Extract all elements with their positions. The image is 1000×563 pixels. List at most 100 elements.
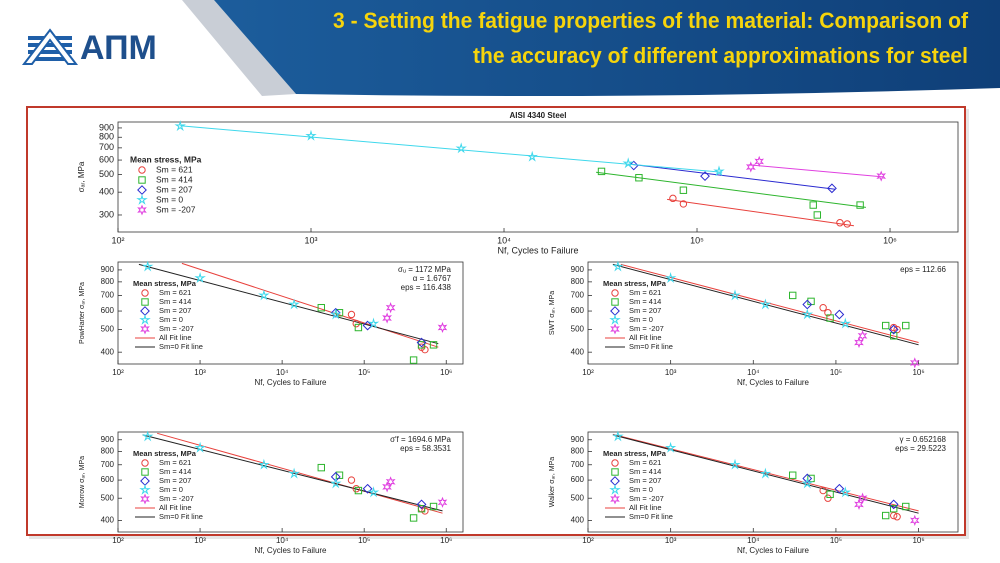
legend-title: Mean stress, MPa xyxy=(603,279,667,288)
y-tick-label: 400 xyxy=(99,187,114,197)
y-tick-label: 700 xyxy=(101,291,115,300)
data-point xyxy=(801,308,814,320)
x-tick-label: 10⁶ xyxy=(883,235,897,245)
data-point xyxy=(409,514,418,522)
data-point xyxy=(857,330,868,342)
data-point xyxy=(754,155,765,168)
data-point xyxy=(455,142,467,154)
data-point xyxy=(826,314,834,322)
legend-label: Sm = -207 xyxy=(156,204,196,214)
legend-label: Sm = 414 xyxy=(629,467,661,476)
data-point xyxy=(612,430,624,442)
data-point xyxy=(801,477,814,489)
data-point xyxy=(329,477,342,489)
plot-area xyxy=(117,431,464,533)
legend-label: All Fit line xyxy=(159,503,192,512)
data-point xyxy=(362,320,373,331)
series-fit-line xyxy=(596,171,866,208)
legend-label: Sm = 207 xyxy=(629,306,661,315)
legend-marker xyxy=(137,204,147,216)
data-point xyxy=(807,474,815,483)
y-tick-label: 600 xyxy=(99,154,114,164)
y-axis-label: Walker σₐᵣ, MPa xyxy=(549,457,556,507)
data-point xyxy=(839,317,852,329)
y-tick-label: 600 xyxy=(101,306,115,315)
x-tick-label: 10⁴ xyxy=(276,536,289,545)
y-tick-label: 500 xyxy=(571,325,585,334)
slide-title: the accuracy of different approximations… xyxy=(473,43,968,68)
data-point xyxy=(352,319,360,328)
data-point xyxy=(909,514,920,527)
charts: AISI 4340 Steel 10² 10³ 10⁴ 10⁵ 10⁶ 300 400 500 6… xyxy=(77,111,959,555)
legend-marker xyxy=(141,298,149,306)
legend-marker xyxy=(138,166,146,174)
legend-label: Sm = 414 xyxy=(159,467,191,476)
legend-marker xyxy=(140,323,150,335)
data-point xyxy=(809,201,817,209)
data-point xyxy=(827,183,837,194)
legend-label: Sm = 0 xyxy=(629,315,653,324)
series-fit-line xyxy=(667,198,854,227)
y-tick-label: 900 xyxy=(101,265,115,274)
y-tick-label: 400 xyxy=(101,516,115,525)
data-point xyxy=(258,289,270,301)
data-point xyxy=(824,309,832,317)
y-tick-label: 900 xyxy=(571,265,585,274)
x-tick-label: 10⁴ xyxy=(747,536,760,545)
legend-label: Sm = 621 xyxy=(156,164,193,174)
y-tick-label: 700 xyxy=(571,460,585,469)
data-point xyxy=(362,483,373,494)
x-tick-label: 10² xyxy=(112,368,124,377)
legend-marker xyxy=(141,468,149,476)
y-tick-label: 800 xyxy=(571,277,585,286)
data-point xyxy=(826,490,834,499)
x-tick-label: 10⁵ xyxy=(358,536,370,545)
y-tick-label: 600 xyxy=(101,475,115,484)
annotation: eps = 116.438 xyxy=(401,283,452,292)
data-point xyxy=(729,458,741,470)
y-tick-label: 800 xyxy=(571,447,585,456)
x-tick-label: 10⁶ xyxy=(440,368,452,377)
legend-marker xyxy=(609,313,621,325)
data-point xyxy=(893,513,901,521)
data-point xyxy=(889,332,898,340)
x-axis-label: Nf, Cycles to Failure xyxy=(254,546,327,555)
data-point xyxy=(824,494,832,502)
legend-label: Sm = 621 xyxy=(159,458,191,467)
legend-marker xyxy=(611,298,619,306)
data-point xyxy=(597,167,606,176)
data-point xyxy=(174,120,186,132)
annotation: σᵤ = 1172 MPa xyxy=(398,265,452,274)
legend-label: Sm = 414 xyxy=(629,297,661,306)
fit-line xyxy=(612,263,919,346)
y-tick-label: 700 xyxy=(101,460,115,469)
data-point xyxy=(258,458,270,470)
data-point xyxy=(367,317,380,329)
data-point xyxy=(857,492,868,504)
data-point xyxy=(909,357,920,369)
x-tick-label: 10⁴ xyxy=(497,235,511,245)
series-fit-line xyxy=(630,163,836,190)
data-point xyxy=(329,308,342,320)
x-tick-label: 10⁴ xyxy=(747,368,760,377)
legend-label: Sm = -207 xyxy=(629,324,664,333)
data-point xyxy=(347,476,356,484)
x-tick-label: 10⁶ xyxy=(440,536,452,545)
data-point xyxy=(429,502,438,511)
data-point xyxy=(416,337,427,348)
y-axis-label: SWT σₐᵣ, MPa xyxy=(549,291,556,335)
legend-label: Sm = 621 xyxy=(629,288,661,297)
data-point xyxy=(888,324,899,335)
legend-marker xyxy=(138,176,146,184)
x-tick-label: 10² xyxy=(582,536,594,545)
data-point xyxy=(664,441,677,453)
x-tick-label: 10⁴ xyxy=(276,368,289,377)
chart: AISI 4340 Steel 10² 10³ 10⁴ 10⁵ 10⁶ 300 400 500 6… xyxy=(77,111,959,255)
data-point xyxy=(834,483,845,494)
data-point xyxy=(789,291,797,300)
legend-label: Sm = -207 xyxy=(159,494,194,503)
data-point xyxy=(409,356,418,364)
data-point xyxy=(317,463,325,472)
data-point xyxy=(713,165,725,177)
legend-marker xyxy=(609,483,621,495)
